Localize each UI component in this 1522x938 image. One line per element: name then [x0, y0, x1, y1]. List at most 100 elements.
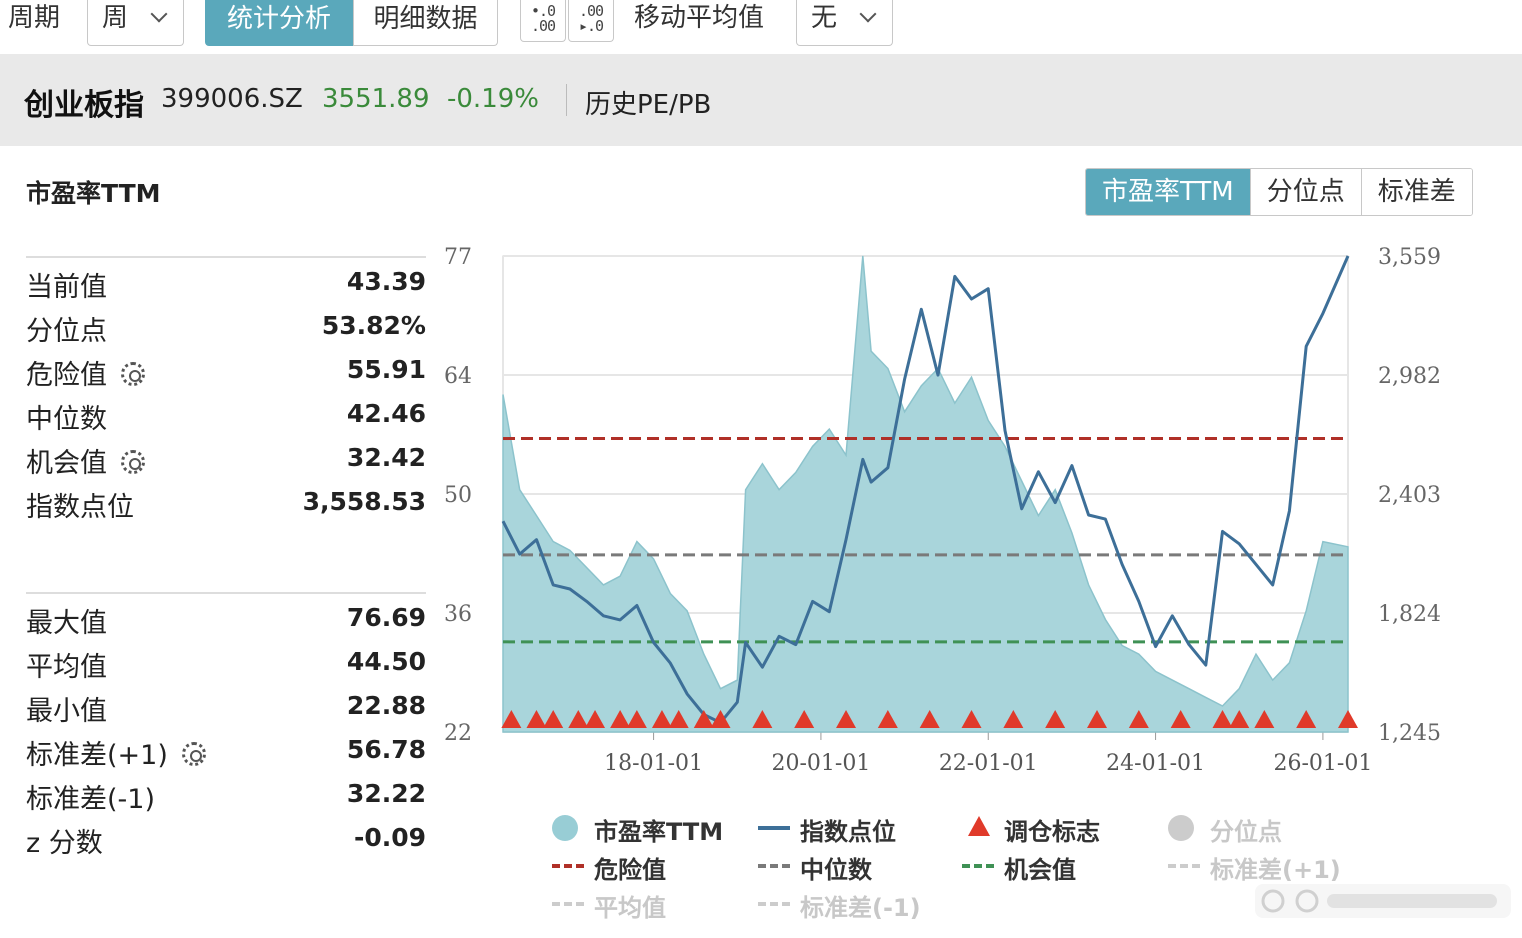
- rebalance-marker: [1045, 710, 1066, 728]
- rebalance-marker: [651, 710, 672, 728]
- rebalance-marker: [568, 710, 589, 728]
- card-title: 市盈率TTM: [26, 179, 161, 208]
- stat-row-max: 最大值 76.69: [26, 594, 426, 639]
- decrease-decimal-button[interactable]: •.0.00: [520, 0, 566, 42]
- stat-label: 标准差(+1): [26, 740, 168, 771]
- legend-swatch-dash: [962, 864, 994, 868]
- gear-icon[interactable]: [181, 741, 206, 766]
- rebalance-marker: [1003, 710, 1024, 728]
- stats-current: 当前值 43.39 分位点 53.82% 危险值 55.91 中位数 42.46…: [26, 256, 426, 523]
- watermark-logo: [1255, 884, 1511, 918]
- rebalance-marker: [836, 710, 857, 728]
- y-left-tick-label: 64: [444, 364, 472, 389]
- stat-label: 分位点: [26, 316, 107, 347]
- stat-value: 53.82%: [321, 311, 426, 340]
- period-select[interactable]: 周: [87, 0, 184, 46]
- rebalance-marker: [626, 710, 647, 728]
- tab-pe-ttm[interactable]: 市盈率TTM: [1086, 169, 1250, 215]
- rebalance-marker: [610, 710, 631, 728]
- x-tick-label: 24-01-01: [1106, 751, 1205, 776]
- legend-item-label[interactable]: 市盈率TTM: [594, 818, 724, 846]
- index-code: 399006.SZ: [161, 84, 303, 114]
- legend-item-label[interactable]: 指数点位: [800, 818, 896, 846]
- moving-average-value: 无: [811, 3, 838, 33]
- legend-swatch-dot: [552, 815, 578, 841]
- rebalance-marker: [1170, 710, 1191, 728]
- stat-row-percentile: 分位点 53.82%: [26, 302, 426, 347]
- toolbar: 周期 周 统计分析 明细数据 •.0.00 .00 ▸.0 移动平均值 无: [0, 0, 1522, 54]
- header-divider: [566, 84, 567, 116]
- reference-lines: [503, 437, 1348, 644]
- tab-std-dev[interactable]: 标准差: [1360, 169, 1472, 215]
- legend-swatch-dash: [758, 864, 790, 868]
- rebalance-marker: [1254, 710, 1275, 728]
- stat-label: z 分数: [26, 828, 103, 859]
- gear-icon[interactable]: [121, 361, 145, 386]
- stat-row-chance: 机会值 32.42: [26, 434, 426, 480]
- rebalance-marker: [919, 710, 940, 728]
- legend-item-label[interactable]: 分位点: [1210, 818, 1282, 846]
- rebalance-marker: [794, 710, 815, 728]
- y-left-tick-label: 50: [444, 483, 472, 508]
- stat-value: 32.42: [346, 443, 426, 472]
- x-tick-label: 22-01-01: [939, 751, 1038, 776]
- x-tick-label: 26-01-01: [1273, 751, 1372, 776]
- rebalance-marker: [752, 710, 773, 728]
- y-left-tick-label: 22: [444, 721, 472, 746]
- stat-value: 55.91: [346, 355, 426, 384]
- stat-row-std-minus: 标准差(-1) 32.22: [26, 770, 426, 815]
- index-header: 创业板指 399006.SZ 3551.89 -0.19% 历史PE/PB: [0, 54, 1522, 146]
- rebalance-marker: [501, 710, 522, 728]
- stat-label: 最大值: [26, 608, 107, 639]
- legend-item-label[interactable]: 标准差(+1): [1210, 856, 1341, 884]
- increase-decimal-button[interactable]: .00 ▸.0: [568, 0, 614, 42]
- axis-labels: 77 3,559 64 2,982 50 2,403 36 1,824 22 1,245 18-01…: [444, 245, 1441, 776]
- legend-item-label[interactable]: 危险值: [594, 856, 666, 884]
- stat-row-z-score: z 分数 -0.09: [26, 814, 426, 859]
- rebalance-marker: [668, 710, 689, 728]
- rebalance-marker: [1087, 710, 1108, 728]
- gear-icon[interactable]: [121, 449, 145, 474]
- rebalance-marker: [1338, 710, 1358, 728]
- stat-row-index-level: 指数点位 3,558.53: [26, 478, 426, 523]
- stat-row-current: 当前值 43.39: [26, 258, 426, 303]
- index-price: 3551.89: [322, 84, 430, 114]
- legend-item-label[interactable]: 平均值: [594, 894, 666, 922]
- stat-label: 机会值: [26, 448, 107, 479]
- y-right-tick-label: 1,245: [1378, 721, 1441, 746]
- legend-swatch-dash: [1168, 864, 1200, 868]
- rebalance-marker: [1296, 710, 1317, 728]
- decrease-decimal-icon: •.0.00: [530, 2, 556, 35]
- rebalance-marker: [543, 710, 564, 728]
- legend-item-label[interactable]: 中位数: [800, 856, 872, 884]
- legend-item-label[interactable]: 标准差(-1): [800, 894, 921, 922]
- history-pe-pb-link[interactable]: 历史PE/PB: [585, 90, 712, 120]
- y-right-tick-label: 2,403: [1378, 483, 1441, 508]
- stat-label-wrap: 标准差(+1): [26, 733, 206, 772]
- stat-value: 42.46: [346, 399, 426, 428]
- stat-label-wrap: 机会值: [26, 441, 145, 480]
- tab-detail-data[interactable]: 明细数据: [353, 0, 498, 46]
- y-left-tick-label: 36: [444, 602, 472, 627]
- index-change: -0.19%: [447, 84, 539, 114]
- stat-value: -0.09: [353, 823, 426, 852]
- legend-item-label[interactable]: 机会值: [1004, 856, 1076, 884]
- rebalance-marker: [1229, 710, 1250, 728]
- stat-label: 危险值: [26, 360, 107, 391]
- stat-label: 指数点位: [26, 492, 134, 523]
- stat-value: 56.78: [346, 735, 426, 764]
- legend-swatch-dash: [758, 902, 790, 906]
- stat-row-median: 中位数 42.46: [26, 390, 426, 435]
- rebalance-marker: [1128, 710, 1149, 728]
- stat-label: 标准差(-1): [26, 784, 155, 815]
- x-tick-label: 20-01-01: [771, 751, 870, 776]
- stat-label: 中位数: [26, 404, 107, 435]
- stat-label-wrap: 危险值: [26, 353, 145, 392]
- moving-average-select[interactable]: 无: [796, 0, 893, 46]
- legend-item-label[interactable]: 调仓标志: [1004, 818, 1100, 846]
- period-value: 周: [102, 3, 129, 33]
- tab-percentile[interactable]: 分位点: [1249, 169, 1361, 215]
- tab-stats-analysis[interactable]: 统计分析: [205, 0, 353, 46]
- rebalance-marker: [1212, 710, 1233, 728]
